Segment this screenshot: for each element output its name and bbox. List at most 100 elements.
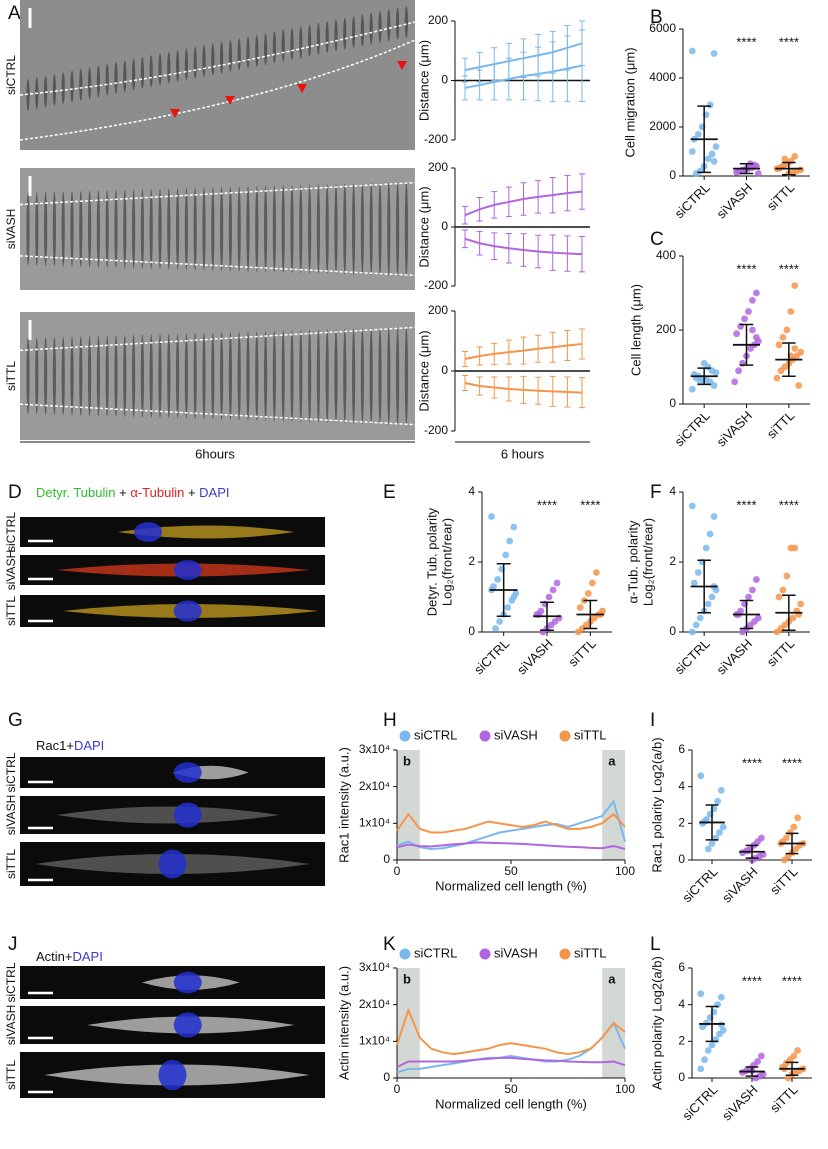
data-point (745, 308, 752, 315)
data-point (700, 359, 708, 367)
y-axis-label: Distance (μm) (416, 330, 431, 411)
panel-letter: K (383, 934, 396, 955)
data-point (752, 334, 760, 341)
data-point (757, 1052, 765, 1060)
cell (105, 63, 109, 96)
cell (79, 190, 83, 268)
cell (88, 190, 92, 268)
data-point (706, 530, 714, 538)
cell (360, 182, 364, 276)
y-axis-label: Distance (μm) (416, 186, 431, 267)
data-point (779, 586, 787, 594)
x-tick-label: siTTL (767, 864, 801, 898)
data-point (797, 600, 805, 608)
cell (228, 39, 232, 72)
cell (308, 24, 312, 57)
cell (44, 337, 48, 415)
cell (264, 330, 268, 422)
legend-part: DAPI (199, 485, 229, 500)
data-point (710, 157, 718, 165)
cell (114, 62, 118, 94)
data-point (496, 618, 504, 625)
x-tick-label: 100 (615, 864, 635, 878)
micrograph (20, 312, 415, 440)
cell (61, 72, 65, 105)
data-point (733, 330, 741, 338)
x-tick-label: 50 (504, 864, 518, 878)
data-point (735, 367, 742, 375)
arrowhead (397, 61, 407, 70)
row-label: siCTRL (4, 962, 18, 1002)
cell (246, 36, 250, 69)
x-tick-label: siVASH (713, 636, 755, 678)
data-point (701, 818, 708, 825)
cell (167, 188, 171, 270)
data-point (744, 847, 752, 855)
x-axis-label: 6 hours (501, 446, 545, 461)
y-axis-label: Distance (μm) (416, 40, 431, 121)
cell (88, 67, 92, 100)
data-point (752, 289, 760, 297)
cell (105, 335, 109, 417)
y-tick-label: 1x10⁴ (359, 1034, 390, 1048)
data-point (584, 590, 592, 597)
cell (114, 189, 118, 269)
x-tick-label: siCTRL (671, 636, 712, 677)
significance: **** (742, 973, 762, 988)
data-point (697, 1065, 705, 1073)
series-line (396, 841, 626, 850)
y-tick-label: 0 (669, 624, 676, 638)
legend-marker (559, 730, 571, 742)
data-point (775, 341, 783, 349)
cell (123, 334, 127, 418)
cell (264, 185, 268, 273)
data-point (710, 513, 718, 520)
cell (202, 45, 206, 77)
data-point (688, 148, 696, 155)
data-point (696, 614, 704, 622)
cell (404, 326, 408, 426)
cell (149, 188, 153, 270)
y-tick-label: 0 (678, 852, 685, 866)
y-tick-label: 6 (678, 960, 685, 974)
arrowhead (225, 96, 235, 105)
cell (343, 183, 347, 275)
data-point (704, 155, 712, 163)
series-line (464, 382, 583, 394)
data-point (708, 150, 716, 158)
significance: **** (742, 755, 762, 770)
data-point (791, 153, 799, 160)
cell (176, 333, 180, 419)
cell (184, 187, 188, 271)
row-label: siCTRL (4, 512, 18, 552)
series-line (396, 1021, 626, 1074)
cell (61, 336, 65, 416)
cell (325, 329, 329, 423)
cell (290, 330, 294, 422)
data-point (747, 345, 754, 352)
x-tick-label: siVASH (514, 636, 556, 678)
cell (88, 335, 92, 417)
data-point (717, 993, 725, 1001)
panel-letter: F (650, 482, 662, 503)
cell (70, 191, 74, 267)
data-point (716, 829, 723, 836)
data-point (702, 544, 710, 552)
cell (316, 22, 320, 55)
legend-marker (479, 730, 491, 742)
panel-letter: C (650, 229, 664, 250)
y-axis-label: Actin polarity Log2(a/b) (649, 956, 664, 1090)
series-line (464, 343, 583, 360)
data-point (697, 772, 705, 780)
cell (290, 184, 294, 274)
cell (272, 31, 276, 64)
x-tick-label: siVASH (713, 408, 755, 450)
y-tick-label: 0 (669, 396, 676, 410)
data-point (506, 537, 514, 545)
y-tick-label: 0 (669, 168, 676, 182)
data-point (749, 586, 756, 594)
legend-marker (479, 948, 491, 960)
y-axis-label: Actin intensity (a.u.) (336, 966, 351, 1080)
x-tick-label: siCTRL (679, 864, 720, 905)
cell (149, 334, 153, 418)
